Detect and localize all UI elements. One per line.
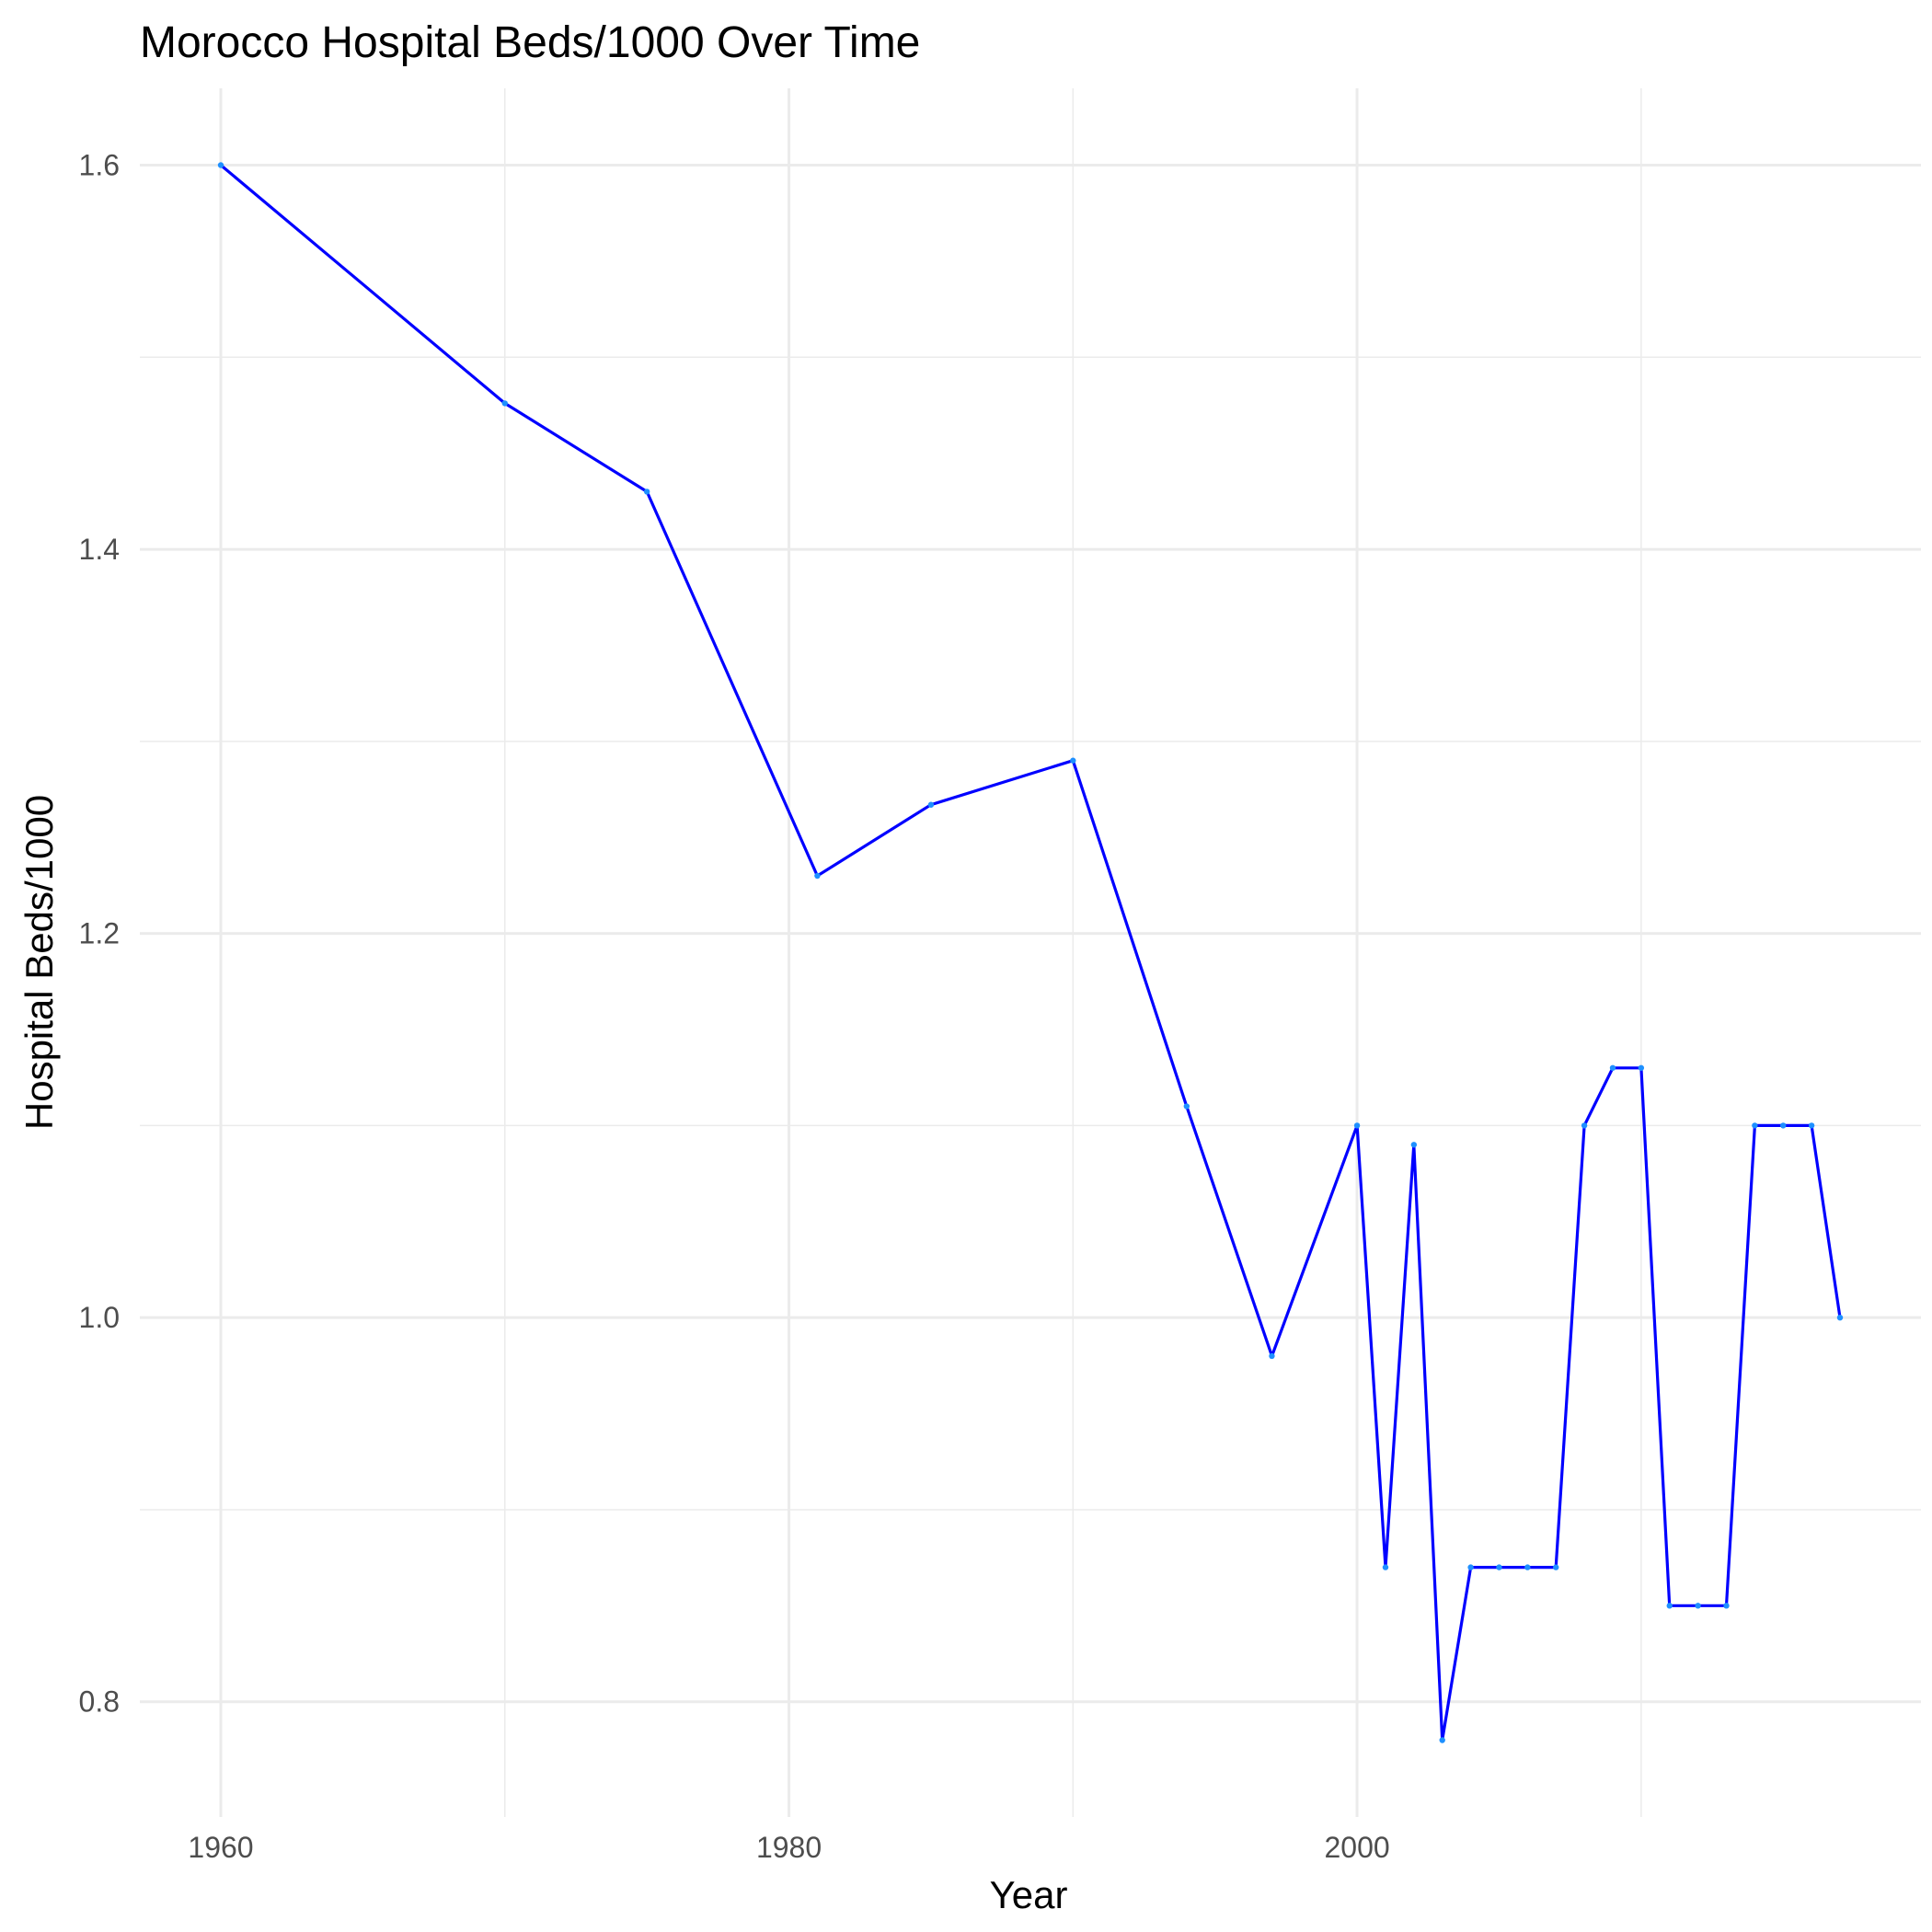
data-point: [1496, 1564, 1502, 1570]
data-point: [1581, 1122, 1588, 1129]
data-point: [217, 162, 224, 168]
data-point: [1780, 1122, 1787, 1129]
x-axis-label: Year: [990, 1873, 1068, 1916]
y-tick-label: 1.4: [79, 533, 120, 566]
data-point: [1666, 1603, 1673, 1609]
y-tick-label: 1.0: [79, 1301, 120, 1334]
axis-ticks: 0.8 1.0 1.2 1.4 1.6 1960 1980 2000: [79, 149, 1390, 1864]
data-point: [1752, 1122, 1758, 1129]
data-point: [1695, 1603, 1701, 1609]
data-point: [1269, 1352, 1275, 1360]
data-point: [1382, 1564, 1389, 1570]
y-tick-label: 1.2: [79, 917, 120, 950]
y-axis-label: Hospital Beds/1000: [17, 795, 61, 1130]
x-tick-label: 2000: [1324, 1831, 1389, 1864]
chart-title: Morocco Hospital Beds/1000 Over Time: [140, 18, 920, 67]
data-point: [1723, 1603, 1730, 1609]
grid: [140, 88, 1921, 1817]
data-point: [1070, 757, 1076, 764]
data-point: [1467, 1564, 1474, 1570]
data-point: [1439, 1737, 1445, 1743]
y-tick-label: 0.8: [79, 1685, 120, 1719]
x-tick-label: 1980: [756, 1831, 822, 1864]
x-tick-label: 1960: [188, 1831, 253, 1864]
data-point: [1836, 1314, 1844, 1321]
data-point: [1808, 1122, 1815, 1129]
data-point: [1638, 1064, 1645, 1071]
data-point: [1524, 1564, 1531, 1570]
data-point: [927, 801, 935, 808]
data-point: [1183, 1103, 1190, 1110]
data-point: [501, 400, 508, 407]
data-point: [1609, 1064, 1616, 1071]
y-tick-label: 1.6: [79, 149, 120, 182]
data-point: [643, 489, 650, 495]
data-point: [1353, 1122, 1361, 1129]
data-series: [217, 162, 1844, 1743]
data-point: [1410, 1142, 1418, 1148]
series-line: [219, 163, 1842, 1742]
data-point: [814, 872, 821, 880]
data-point: [1553, 1564, 1559, 1570]
